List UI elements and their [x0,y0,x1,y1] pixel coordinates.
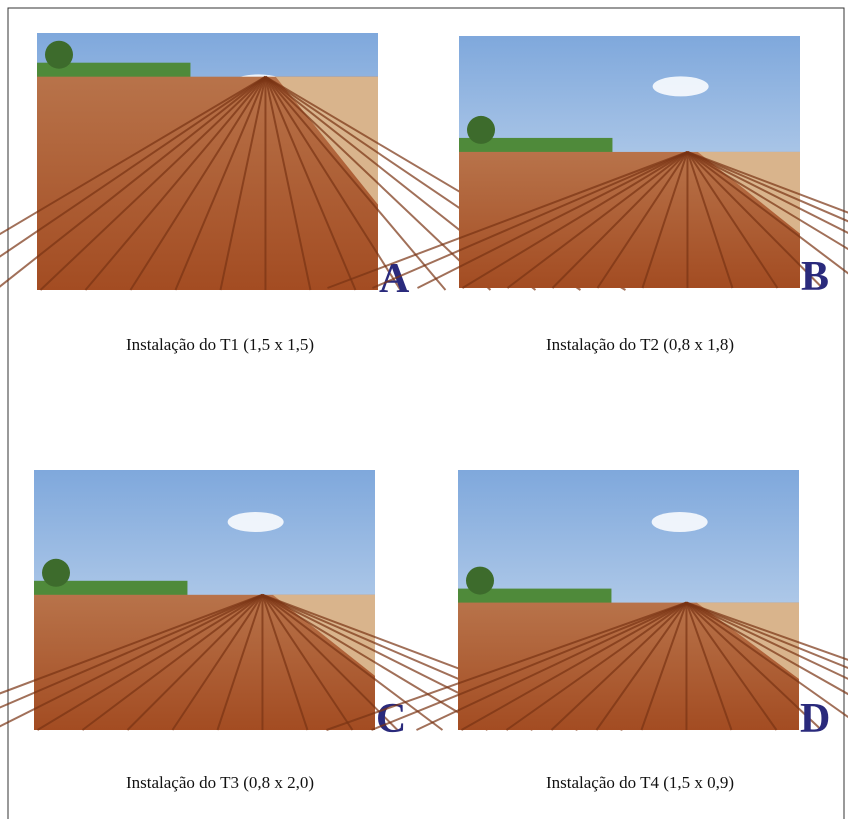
furrow [686,601,848,661]
furrow [640,602,688,731]
furrow [686,151,824,289]
furrow [460,601,687,731]
tree [45,40,73,69]
furrow [327,150,688,289]
furrow [596,151,689,289]
furrow [326,601,687,731]
furrow [505,601,688,731]
furrow [416,601,687,731]
furrow [264,75,492,291]
furrow [264,76,357,291]
caption: Instalação do T2 (0,8 x 1,8) [546,335,734,354]
furrow [174,76,267,291]
furrow [371,601,687,731]
furrow [39,75,267,291]
furrow [686,151,848,275]
furrow [685,602,733,731]
furrow [417,151,688,289]
furrow [0,593,263,709]
furrow [641,151,689,289]
fallow [275,76,378,205]
furrow [129,76,267,291]
crop-strip [459,137,613,154]
caption: Instalação do T4 (1,5 x 0,9) [546,773,734,792]
furrow [261,594,354,731]
furrow [261,593,488,731]
furrow [686,601,848,670]
furrow [685,602,778,731]
fallow [696,602,799,680]
furrow [261,594,309,731]
frame [7,7,845,819]
furrow [372,151,688,289]
furrow [550,601,688,731]
furrow [687,151,848,234]
furrow [0,75,267,288]
crop-strip [34,580,188,597]
furrow [261,594,399,731]
photo [326,470,848,731]
furrow [551,151,689,289]
furrow [687,150,848,214]
crop-strip [458,588,612,605]
cloud [652,76,709,97]
furrow [461,151,688,289]
caption: Instalação do T1 (1,5 x 1,5) [126,335,314,354]
caption: Instalação do T3 (0,8 x 2,0) [126,773,314,792]
photo [0,33,626,291]
fallow [272,594,375,676]
furrow [171,594,264,731]
furrow [687,151,848,223]
cloud [227,512,284,532]
furrow [0,593,263,728]
furrow [81,594,264,731]
furrow [261,594,444,731]
furrow [216,594,264,731]
furrow [686,151,734,289]
furrow [686,151,779,289]
furrow [84,76,267,291]
panel-letter: B [801,254,829,300]
fallow [697,151,800,234]
panel-letter: D [800,696,830,742]
photo [327,36,848,289]
furrow [219,76,267,291]
furrow [506,151,689,289]
tree [467,115,495,144]
tree [466,566,494,595]
furrow [0,593,263,695]
furrow [126,594,264,731]
furrow [36,593,263,731]
furrow [686,151,848,251]
furrow [595,602,688,731]
furrow [264,76,312,291]
furrow [0,75,267,258]
furrow [0,75,266,236]
cloud [651,512,708,532]
furrow [685,601,823,731]
tree [42,558,70,587]
crop-strip [37,62,191,79]
furrow [264,76,402,291]
furrow [686,601,848,680]
furrow [685,601,848,719]
furrow [685,601,848,696]
